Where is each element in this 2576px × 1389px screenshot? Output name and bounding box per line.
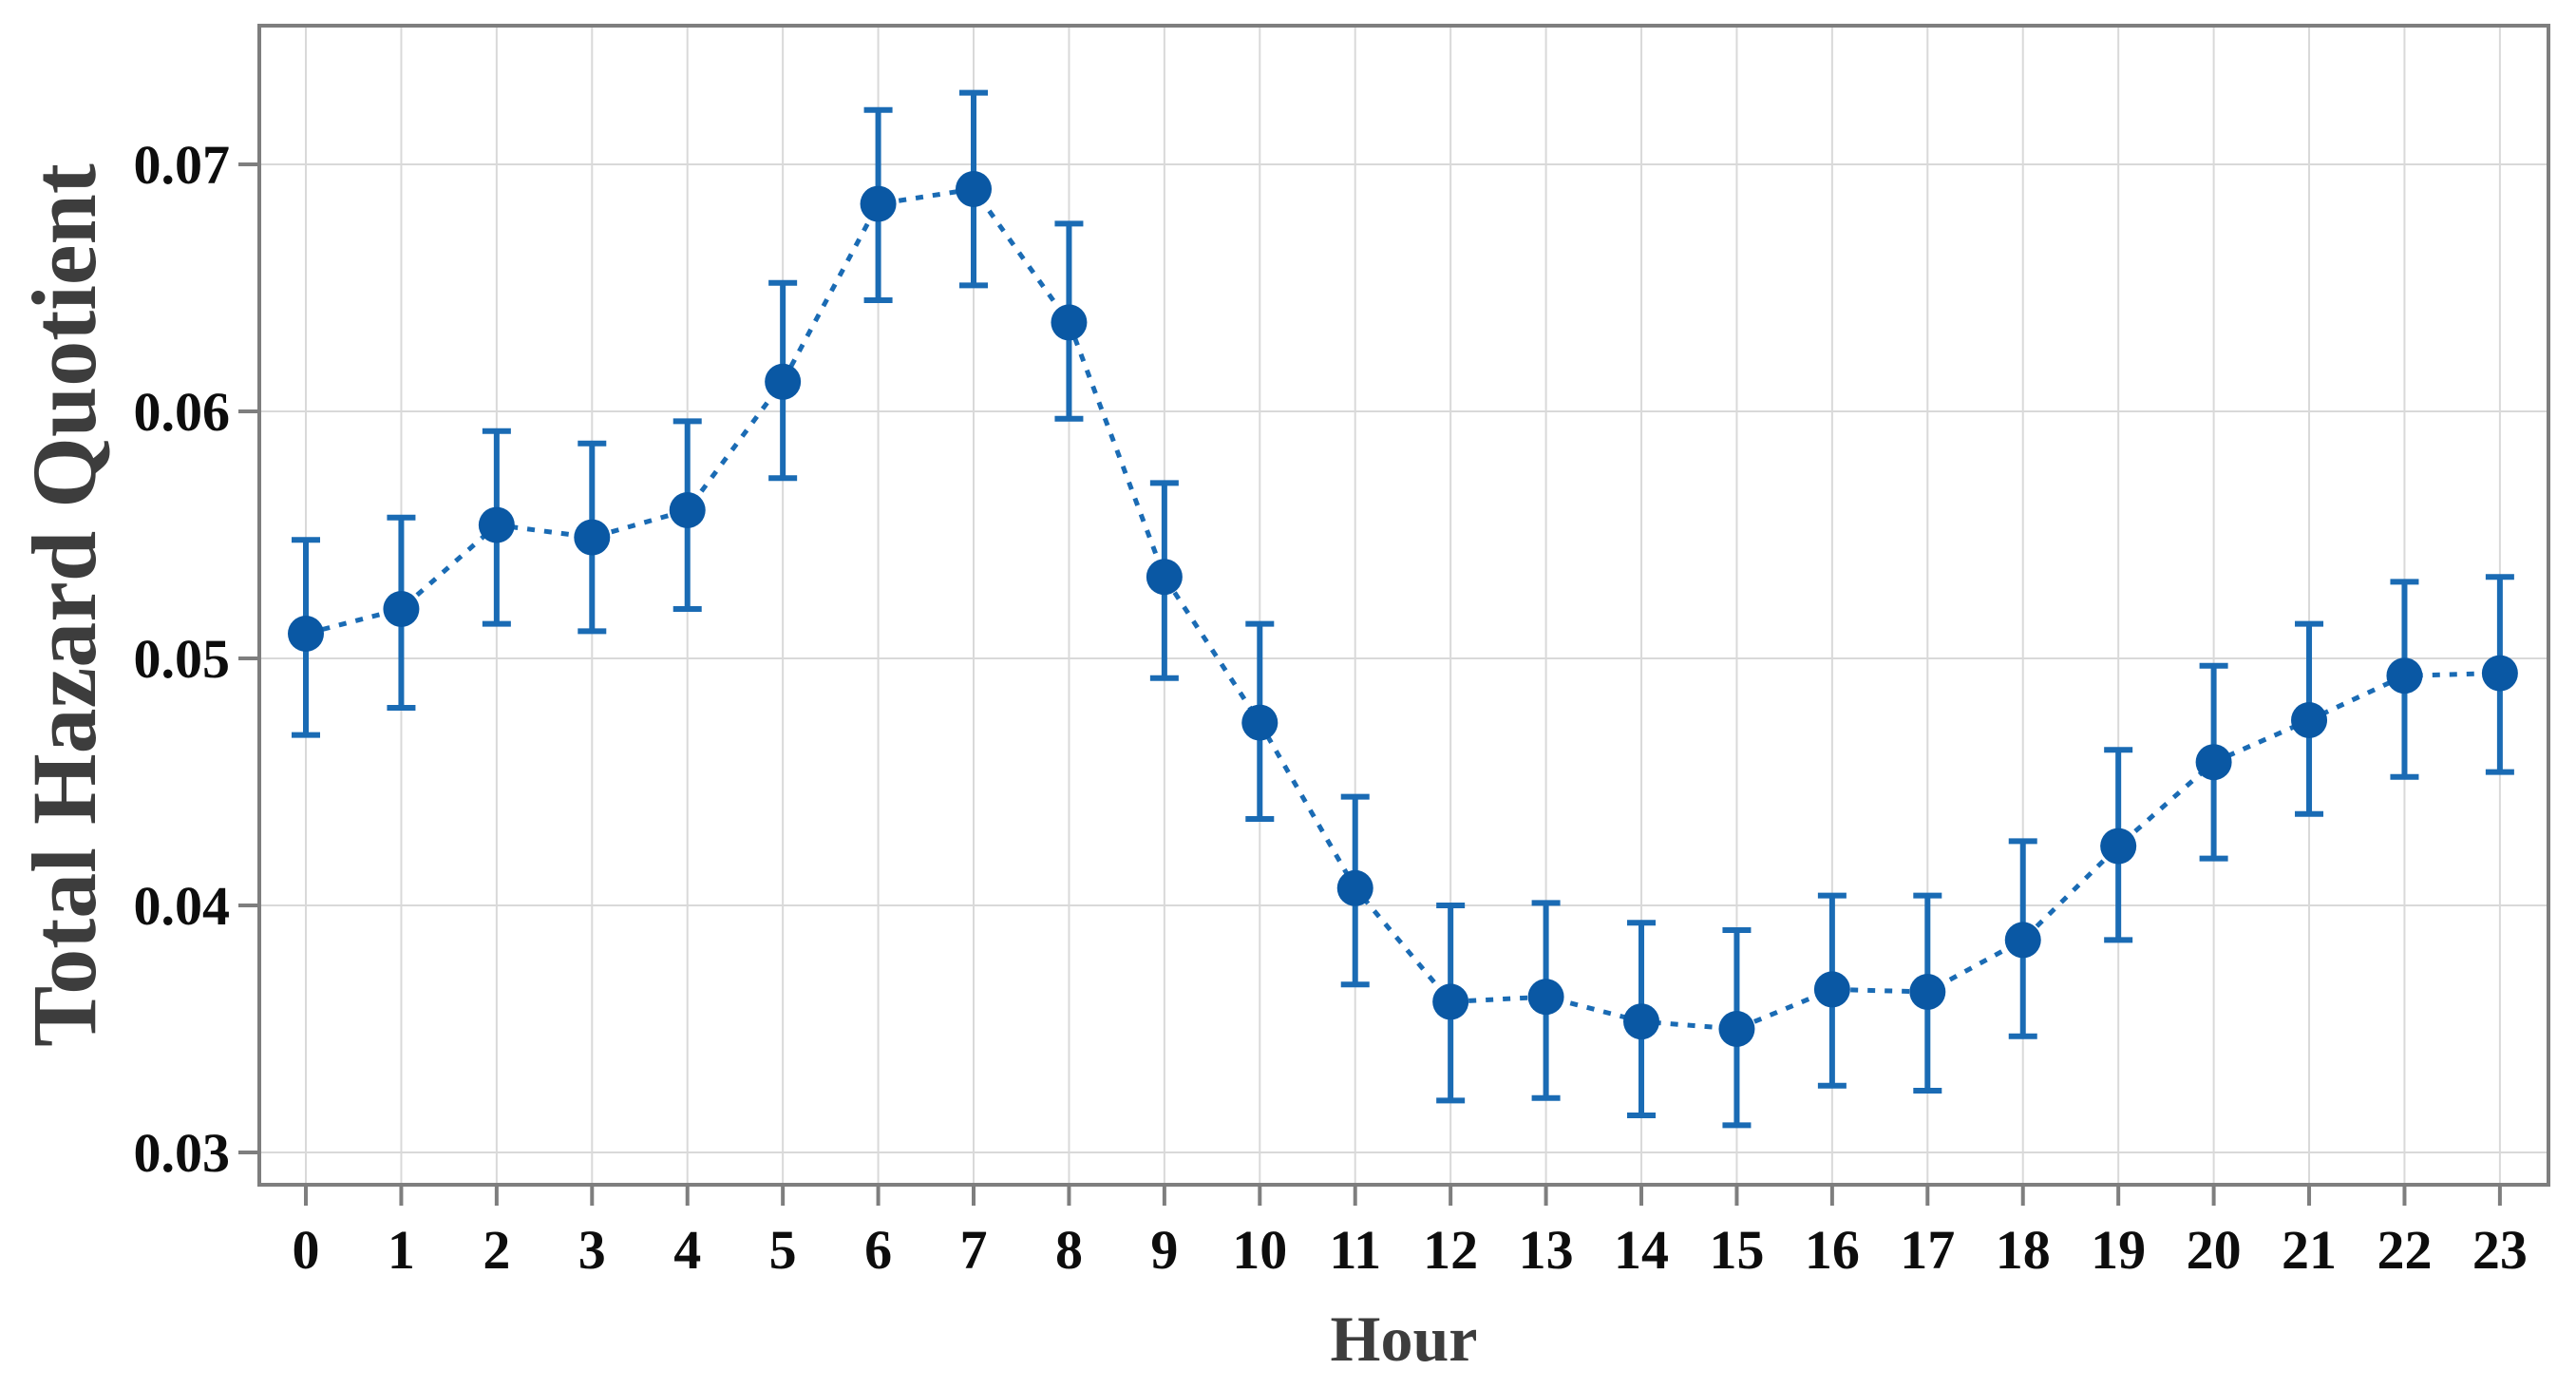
x-tick-label: 9 — [1150, 1219, 1178, 1281]
x-tick-label: 21 — [2282, 1219, 2337, 1281]
data-point-marker — [1051, 304, 1088, 341]
x-axis-title: Hour — [1331, 1303, 1478, 1375]
x-tick-label: 11 — [1329, 1219, 1381, 1281]
data-point-marker — [2386, 657, 2423, 694]
data-point-marker — [1336, 869, 1373, 906]
data-point-marker — [1623, 1003, 1660, 1040]
x-tick-label: 6 — [864, 1219, 892, 1281]
data-markers — [288, 171, 2518, 1047]
data-point-marker — [2004, 922, 2041, 959]
x-tick-label: 12 — [1423, 1219, 1478, 1281]
x-tick-label: 0 — [293, 1219, 320, 1281]
y-tick-label: 0.06 — [134, 381, 231, 443]
x-tick-label: 8 — [1055, 1219, 1083, 1281]
plot-background — [259, 26, 2548, 1185]
x-tick-label: 19 — [2091, 1219, 2146, 1281]
x-tick-label: 23 — [2472, 1219, 2528, 1281]
data-point-marker — [1241, 704, 1279, 741]
data-point-marker — [288, 616, 324, 652]
y-tick-label: 0.07 — [134, 134, 231, 196]
x-tick-label: 18 — [1996, 1219, 2051, 1281]
x-tick-label: 15 — [1709, 1219, 1764, 1281]
data-point-marker — [1813, 971, 1850, 1008]
data-point-marker — [2100, 828, 2137, 865]
x-tick-label: 17 — [1900, 1219, 1955, 1281]
y-tick-labels: 0.03 0.04 0.05 0.06 0.07 — [134, 134, 231, 1184]
x-tick-label: 4 — [673, 1219, 701, 1281]
plot-border — [257, 24, 2550, 1187]
data-point-marker — [2195, 744, 2232, 781]
data-point-marker — [956, 171, 993, 207]
data-point-marker — [669, 492, 706, 528]
data-point-marker — [383, 591, 420, 627]
data-point-marker — [1718, 1011, 1755, 1047]
data-point-marker — [2291, 702, 2328, 738]
x-tick-label: 10 — [1232, 1219, 1287, 1281]
x-tick-label: 7 — [960, 1219, 988, 1281]
data-point-marker — [1909, 974, 1946, 1010]
error-bars — [292, 89, 2514, 1129]
x-tick-labels: 0 1 2 3 4 5 6 7 8 9 10 11 12 13 14 15 16 17 18 19 20 21 22 23 — [293, 1219, 2528, 1281]
data-point-marker — [1527, 979, 1564, 1016]
x-tick-label: 16 — [1805, 1219, 1860, 1281]
x-tick-label: 5 — [769, 1219, 797, 1281]
data-point-marker — [2481, 655, 2518, 692]
x-tick-label: 20 — [2187, 1219, 2242, 1281]
data-point-marker — [765, 363, 802, 400]
y-tick-label: 0.05 — [134, 628, 231, 690]
data-point-marker — [478, 506, 515, 543]
x-tick-label: 22 — [2377, 1219, 2432, 1281]
x-tick-label: 14 — [1614, 1219, 1669, 1281]
data-point-marker — [1146, 559, 1183, 596]
x-tick-label: 2 — [483, 1219, 510, 1281]
y-tick-label: 0.04 — [134, 875, 231, 937]
x-tick-label: 1 — [388, 1219, 415, 1281]
y-tick-label: 0.03 — [134, 1122, 231, 1184]
data-point-marker — [860, 185, 897, 222]
axis-ticks — [238, 162, 2502, 1206]
y-axis-title: Total Hazard Quotient — [13, 163, 115, 1047]
x-tick-label: 13 — [1519, 1219, 1574, 1281]
data-point-marker — [574, 519, 611, 556]
x-tick-label: 3 — [578, 1219, 606, 1281]
data-point-marker — [1432, 983, 1469, 1020]
